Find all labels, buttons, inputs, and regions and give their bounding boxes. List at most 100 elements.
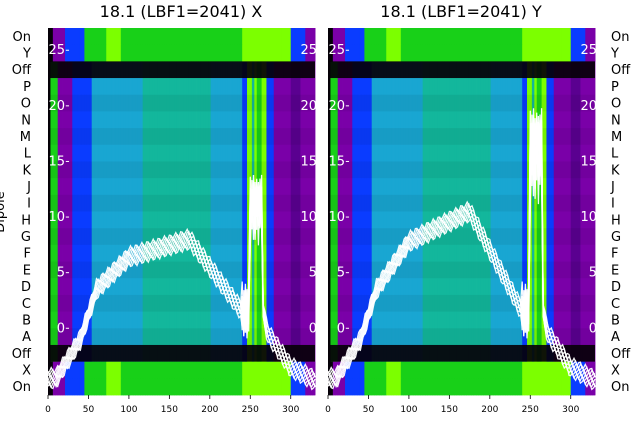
edge-cell [266,361,270,379]
edge-cell [337,378,341,396]
edge-cell [179,361,182,379]
edge-cell [381,361,385,379]
edge-cell [442,361,445,379]
edge-cell [393,378,397,396]
heat-column [422,28,426,395]
edge-cell [285,378,289,396]
edge-cell [429,44,433,62]
x-tick-label: 300 [282,405,299,415]
edge-cell [111,44,114,62]
edge-cell [585,28,589,46]
edge-cell [230,361,233,379]
edge-cell [98,361,102,379]
heat-column [395,28,399,395]
edge-cell [480,28,484,46]
row-label-left: E [23,263,31,278]
edge-cell [94,44,97,62]
edge-cell [120,378,124,396]
edge-cell [558,44,562,62]
heat-column [507,28,511,395]
heat-column [563,28,567,395]
edge-cell [256,28,260,46]
edge-cell [125,44,129,62]
edge-cell [483,28,487,46]
edge-cell [374,28,377,46]
edge-cell [55,28,59,46]
edge-cell [539,28,542,46]
inner-tick-label: 10 [328,210,345,225]
panel-title: 18.1 (LBF1=2041) Y [380,2,542,21]
edge-cell [227,44,231,62]
edge-cell [166,44,170,62]
edge-cell [242,28,246,46]
inner-tick-label: 5 [337,266,345,281]
edge-cell [67,361,71,379]
edge-cell [364,361,368,379]
edge-cell [147,378,151,396]
edge-cell [130,361,134,379]
edge-cell [154,361,158,379]
inner-tick-label-right: 20 [300,99,317,114]
edge-cell [548,44,552,62]
heat-column [307,28,311,395]
edge-cell [60,28,63,46]
heat-column [179,28,182,395]
edge-cell [568,378,572,396]
edge-cell [227,378,231,396]
edge-cell [237,378,241,396]
edge-cell [459,44,462,62]
edge-cell [378,361,382,379]
edge-cell [247,378,250,396]
edge-cell [123,44,127,62]
edge-cell [378,28,382,46]
edge-cell [527,44,530,62]
heat-column [135,28,139,395]
edge-cell [388,28,392,46]
edge-cell [551,378,555,396]
edge-cell [220,28,224,46]
edge-cell [507,361,511,379]
edge-cell [305,28,309,46]
edge-cell [266,28,270,46]
edge-cell [342,44,346,62]
edge-cell [332,378,336,396]
heat-column [278,28,282,395]
edge-cell [213,361,216,379]
edge-cell [264,44,267,62]
heat-column [285,28,289,395]
edge-cell [386,44,390,62]
heat-column [247,28,250,395]
edge-cell [466,28,470,46]
edge-cell [376,378,380,396]
edge-cell [497,28,501,46]
edge-cell [193,361,197,379]
row-band [328,228,595,245]
edge-cell [563,44,567,62]
edge-cell [249,361,253,379]
edge-cell [357,44,360,62]
edge-cell [171,361,175,379]
edge-cell [147,361,151,379]
edge-cell [217,44,221,62]
edge-cell [152,378,156,396]
edge-cell [544,361,547,379]
edge-cell [422,44,426,62]
edge-cell [485,361,489,379]
edge-cell [118,28,122,46]
edge-cell [391,378,394,396]
edge-cell [300,28,304,46]
heat-column [500,28,504,395]
edge-cell [328,44,331,62]
heat-column [378,28,382,395]
edge-cell [420,44,424,62]
heat-column [188,28,192,395]
edge-cell [81,28,85,46]
edge-cell [74,361,78,379]
heat-column [227,28,231,395]
heat-column [505,28,509,395]
edge-cell [459,378,462,396]
edge-cell [432,44,436,62]
heat-column [357,28,360,395]
edge-cell [524,28,528,46]
edge-cell [79,361,83,379]
